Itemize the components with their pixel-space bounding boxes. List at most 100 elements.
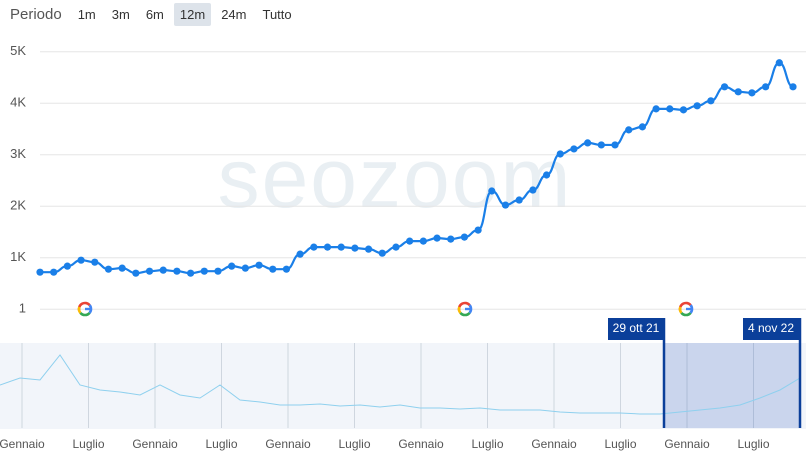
navigator-label: Gennaio bbox=[132, 437, 178, 451]
point bbox=[63, 262, 71, 270]
point bbox=[707, 97, 715, 105]
navigator-label: Gennaio bbox=[398, 437, 444, 451]
navigator-label: Luglio bbox=[338, 437, 370, 451]
point bbox=[241, 264, 249, 272]
point bbox=[515, 196, 523, 204]
point bbox=[50, 268, 58, 276]
y-tick-label: 5K bbox=[10, 43, 26, 58]
point bbox=[214, 267, 222, 275]
point bbox=[200, 267, 208, 275]
point bbox=[132, 269, 140, 277]
google-icon bbox=[77, 301, 93, 317]
google-arc bbox=[79, 311, 91, 317]
point bbox=[77, 256, 85, 264]
range-flag bbox=[743, 318, 800, 340]
y-tick-label: 2K bbox=[10, 198, 26, 213]
point bbox=[762, 83, 770, 91]
point bbox=[255, 261, 263, 269]
point bbox=[597, 141, 605, 149]
google-arc bbox=[680, 311, 692, 317]
y-tick-label: 1K bbox=[10, 249, 26, 264]
point bbox=[296, 250, 304, 258]
google-arc bbox=[678, 306, 683, 314]
google-arc bbox=[457, 306, 462, 314]
period-label: Periodo bbox=[10, 5, 62, 23]
navigator-bg bbox=[0, 343, 806, 429]
point bbox=[679, 106, 688, 114]
point bbox=[337, 243, 345, 251]
google-arc bbox=[459, 311, 471, 317]
point bbox=[159, 266, 167, 274]
point bbox=[775, 59, 783, 67]
point bbox=[625, 126, 633, 134]
google-arc bbox=[77, 306, 82, 314]
range-end: 4 nov 22 bbox=[748, 321, 794, 335]
point bbox=[474, 226, 482, 234]
point bbox=[460, 233, 469, 241]
period-button[interactable]: 24m bbox=[221, 6, 247, 22]
y-tick-label: 4K bbox=[10, 95, 26, 110]
point bbox=[406, 237, 414, 245]
navigator-label: Gennaio bbox=[664, 437, 710, 451]
point bbox=[118, 264, 126, 272]
toolbar: Periodo 1m 3m 6m 12m 24m Tutto bbox=[0, 2, 298, 26]
point bbox=[323, 243, 332, 251]
point bbox=[419, 237, 427, 245]
point bbox=[556, 150, 564, 158]
period-button[interactable]: 3m bbox=[111, 6, 130, 22]
watermark: seozoom bbox=[218, 131, 573, 225]
range-flag bbox=[608, 318, 664, 340]
point bbox=[652, 105, 660, 113]
range-start: 29 ott 21 bbox=[613, 321, 660, 335]
point bbox=[364, 245, 373, 253]
navigator-label: Luglio bbox=[72, 437, 104, 451]
period-button[interactable]: Tutto bbox=[262, 6, 292, 22]
point bbox=[310, 243, 318, 251]
point bbox=[351, 244, 359, 252]
point bbox=[542, 171, 551, 179]
point bbox=[145, 267, 154, 275]
period-button[interactable]: 12m bbox=[173, 2, 212, 26]
point bbox=[36, 268, 44, 276]
navigator-line bbox=[0, 354, 801, 415]
navigator-label: Luglio bbox=[737, 437, 769, 451]
point bbox=[501, 201, 510, 209]
point bbox=[666, 105, 674, 113]
point bbox=[173, 267, 181, 275]
point bbox=[734, 88, 742, 96]
navigator-label: Luglio bbox=[205, 437, 237, 451]
y-tick-label: 1 bbox=[19, 301, 26, 316]
point bbox=[187, 269, 195, 277]
point bbox=[611, 141, 619, 149]
point bbox=[748, 89, 756, 97]
google-icon bbox=[457, 301, 473, 317]
navigator-label: Luglio bbox=[604, 437, 636, 451]
google-icon bbox=[678, 301, 694, 317]
point bbox=[693, 102, 701, 110]
y-tick-label: 3K bbox=[10, 146, 26, 161]
point bbox=[392, 243, 400, 251]
period-button[interactable]: 1m bbox=[77, 6, 96, 22]
navigator-label: Gennaio bbox=[531, 437, 577, 451]
point bbox=[789, 83, 797, 91]
point bbox=[91, 258, 99, 266]
navigator-label: Gennaio bbox=[0, 437, 45, 451]
point bbox=[638, 123, 647, 131]
period-button[interactable]: 6m bbox=[145, 6, 164, 22]
navigator-label: Gennaio bbox=[265, 437, 311, 451]
point bbox=[433, 234, 441, 242]
point bbox=[720, 83, 729, 91]
point bbox=[570, 145, 578, 153]
navigator-selection bbox=[664, 343, 800, 428]
point bbox=[378, 249, 386, 257]
point bbox=[447, 235, 455, 243]
point bbox=[488, 187, 496, 195]
point bbox=[228, 262, 236, 270]
point bbox=[584, 139, 592, 147]
point bbox=[282, 265, 291, 273]
point bbox=[269, 265, 277, 273]
point bbox=[529, 186, 537, 194]
navigator-label: Luglio bbox=[471, 437, 503, 451]
